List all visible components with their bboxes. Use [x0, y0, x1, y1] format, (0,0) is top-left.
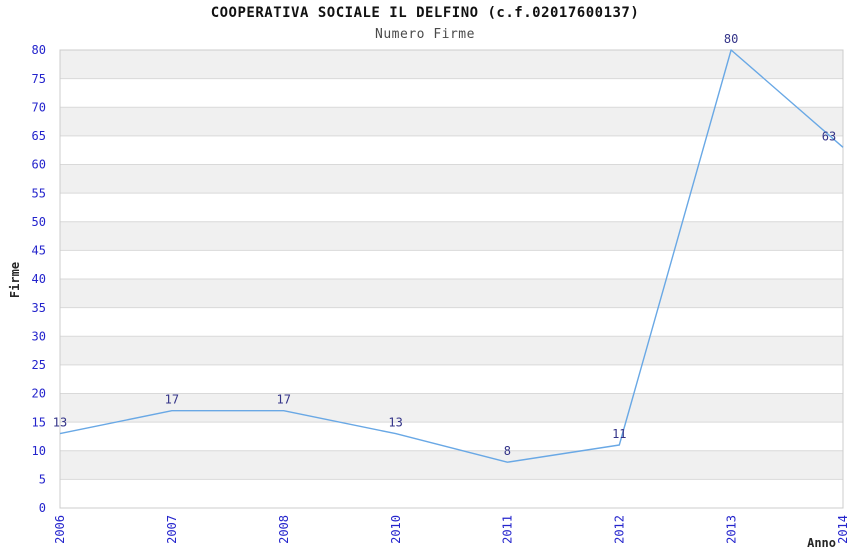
plot-band: [60, 221, 843, 251]
x-tick-label: 2013: [724, 515, 738, 544]
plot-band: [60, 107, 843, 136]
y-tick-label: 35: [32, 301, 46, 315]
series-line: [59, 49, 844, 463]
plot-band: [60, 279, 843, 308]
y-tick-label: 0: [39, 501, 46, 515]
chart-title: COOPERATIVA SOCIALE IL DELFINO (c.f.0201…: [210, 5, 640, 21]
y-tick-label: 20: [32, 387, 46, 401]
y-tick-label: 25: [32, 358, 46, 372]
y-tick-label: 60: [32, 158, 46, 172]
y-tick-label: 65: [32, 129, 46, 143]
x-tick-label: 2008: [277, 515, 291, 544]
plot-band: [60, 450, 843, 480]
y-tick-label: 55: [32, 186, 46, 200]
y-tick-label: 5: [39, 473, 46, 487]
x-tick-label: 2012: [613, 515, 627, 544]
x-tick-label: 2011: [501, 515, 515, 544]
point-label: 13: [53, 416, 67, 430]
point-label: 13: [388, 416, 402, 430]
x-tick-label: 2014: [836, 515, 850, 544]
y-tick-label: 80: [32, 43, 46, 57]
plot-band: [60, 50, 843, 79]
y-tick-label: 40: [32, 272, 46, 286]
plot-band: [60, 393, 843, 423]
y-tick-label: 15: [32, 415, 46, 429]
point-label: 17: [165, 393, 179, 407]
x-tick-label: 2007: [165, 515, 179, 544]
plot-border: [59, 49, 844, 509]
y-tick-label: 30: [32, 329, 46, 343]
x-axis-title: Anno: [807, 536, 836, 550]
point-label: 17: [276, 393, 290, 407]
y-tick-label: 70: [32, 100, 46, 114]
point-label: 63: [822, 129, 836, 143]
plot-band: [60, 164, 843, 194]
chart-subtitle: Numero Firme: [375, 27, 475, 42]
x-tick-label: 2010: [389, 515, 403, 544]
plot-band: [60, 336, 843, 365]
point-label: 80: [724, 32, 738, 46]
y-tick-label: 50: [32, 215, 46, 229]
point-label: 11: [612, 427, 626, 441]
y-tick-label: 75: [32, 72, 46, 86]
y-tick-label: 45: [32, 244, 46, 258]
point-label: 8: [504, 444, 511, 458]
y-tick-label: 10: [32, 444, 46, 458]
x-tick-label: 2006: [53, 515, 67, 544]
